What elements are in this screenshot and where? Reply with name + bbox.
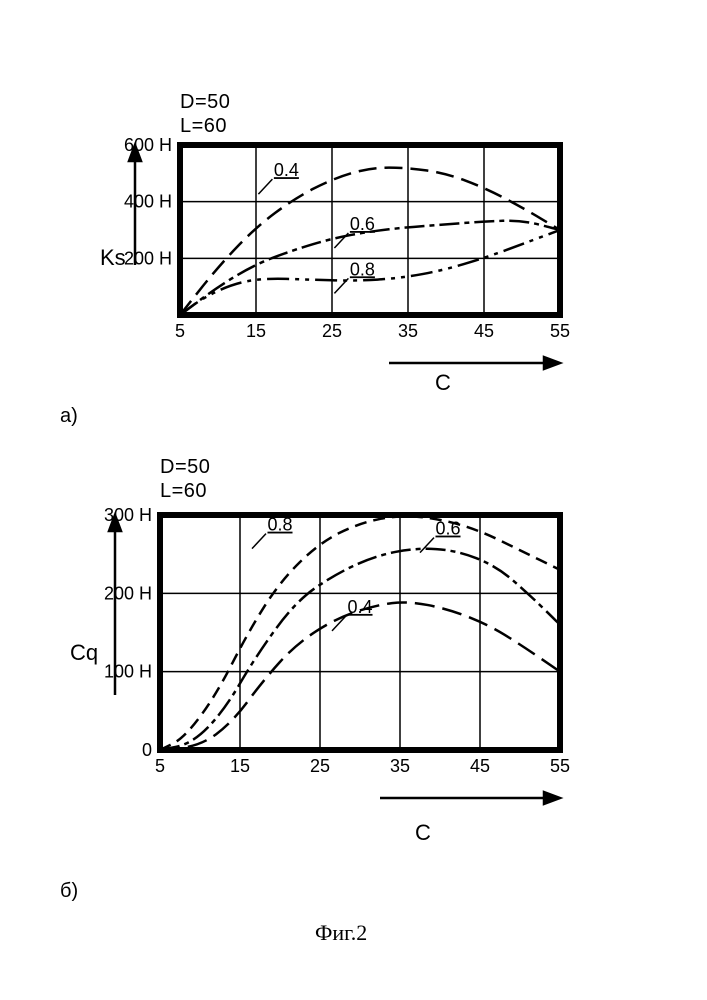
svg-text:45: 45 <box>474 321 494 341</box>
svg-text:35: 35 <box>390 756 410 776</box>
svg-text:200 H: 200 H <box>104 583 152 603</box>
svg-text:100 H: 100 H <box>104 662 152 682</box>
svg-text:25: 25 <box>310 756 330 776</box>
figure-caption: Фиг.2 <box>315 920 367 946</box>
svg-text:15: 15 <box>246 321 266 341</box>
svg-text:25: 25 <box>322 321 342 341</box>
svg-text:400 H: 400 H <box>124 192 172 212</box>
svg-text:55: 55 <box>550 756 570 776</box>
panel-a-xlabel: C <box>435 370 451 396</box>
panel-b-chart: 515253545550100 H200 H300 H0.80.60.4 <box>90 490 630 830</box>
panel-a-chart: 51525354555200 H400 H600 H0.40.60.8 <box>110 120 630 380</box>
param-d: D=50 <box>160 455 210 479</box>
svg-text:0.6: 0.6 <box>350 214 375 234</box>
svg-text:0.8: 0.8 <box>267 515 292 535</box>
svg-text:0.6: 0.6 <box>435 519 460 539</box>
svg-text:45: 45 <box>470 756 490 776</box>
svg-text:5: 5 <box>175 321 185 341</box>
svg-text:0.8: 0.8 <box>350 259 375 279</box>
svg-text:35: 35 <box>398 321 418 341</box>
svg-text:55: 55 <box>550 321 570 341</box>
svg-text:5: 5 <box>155 756 165 776</box>
panel-a-label: а) <box>60 405 78 428</box>
svg-text:0: 0 <box>142 740 152 760</box>
param-d: D=50 <box>180 90 230 114</box>
panel-b-label: б) <box>60 880 78 903</box>
svg-text:0.4: 0.4 <box>274 160 299 180</box>
svg-text:15: 15 <box>230 756 250 776</box>
panel-b-xlabel: C <box>415 820 431 846</box>
svg-text:0.4: 0.4 <box>347 597 372 617</box>
svg-text:200 H: 200 H <box>124 248 172 268</box>
